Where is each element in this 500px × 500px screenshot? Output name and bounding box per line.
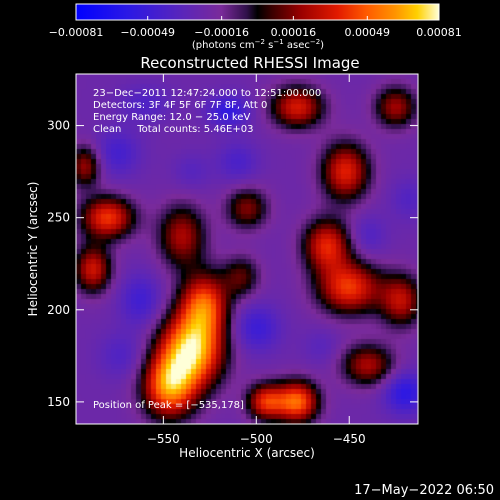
annotation-energy-range: Energy Range: 12.0 − 25.0 keV [93,112,250,123]
y-tick-label: 250 [47,211,70,225]
colorbar-frame [75,3,440,21]
y-axis-ticks: 150 200 250 300 [47,119,418,409]
colorbar-tick-label: −0.00081 [49,26,104,39]
observation-annotations: 23−Dec−2011 12:47:24.000 to 12:51:00.000… [93,88,321,135]
x-tick-label: −500 [240,432,273,446]
x-axis-label: Heliocentric X (arcsec) [179,446,315,460]
x-axis-ticks: −550 −500 −450 [147,74,366,446]
annotation-clean-counts: Clean Total counts: 5.46E+03 [93,124,253,135]
peak-position-label: Position of Peak = [−535,178] [93,400,244,411]
plot-frame [75,73,419,425]
colorbar-tick-label: 0.00049 [345,26,391,39]
heatmap-image [76,74,418,424]
x-tick-label: −550 [147,432,180,446]
y-axis-label: Heliocentric Y (arcsec) [26,182,40,317]
colorbar [76,4,439,20]
colorbar-tick-label: −0.00049 [120,26,175,39]
y-tick-label: 200 [47,303,70,317]
colorbar-ticks: −0.00081 −0.00049 −0.00016 0.00016 0.00049 0.… [49,16,462,39]
x-tick-label: −450 [333,432,366,446]
annotation-time-range: 23−Dec−2011 12:47:24.000 to 12:51:00.000 [93,88,321,99]
colorbar-tick-label: 0.00016 [271,26,317,39]
colorbar-tick-label: −0.00016 [194,26,249,39]
render-timestamp: 17−May−2022 06:50 [354,483,494,498]
annotation-detectors: Detectors: 3F 4F 5F 6F 7F 8F, Att 0 [93,100,267,111]
y-tick-label: 150 [47,395,70,409]
y-tick-label: 300 [47,119,70,133]
colorbar-tick-label: 0.00081 [416,26,462,39]
chart-title: Reconstructed RHESSI Image [140,54,359,72]
colorbar-unit-label: (photons cm−2 s−1 asec−2) [192,38,324,51]
